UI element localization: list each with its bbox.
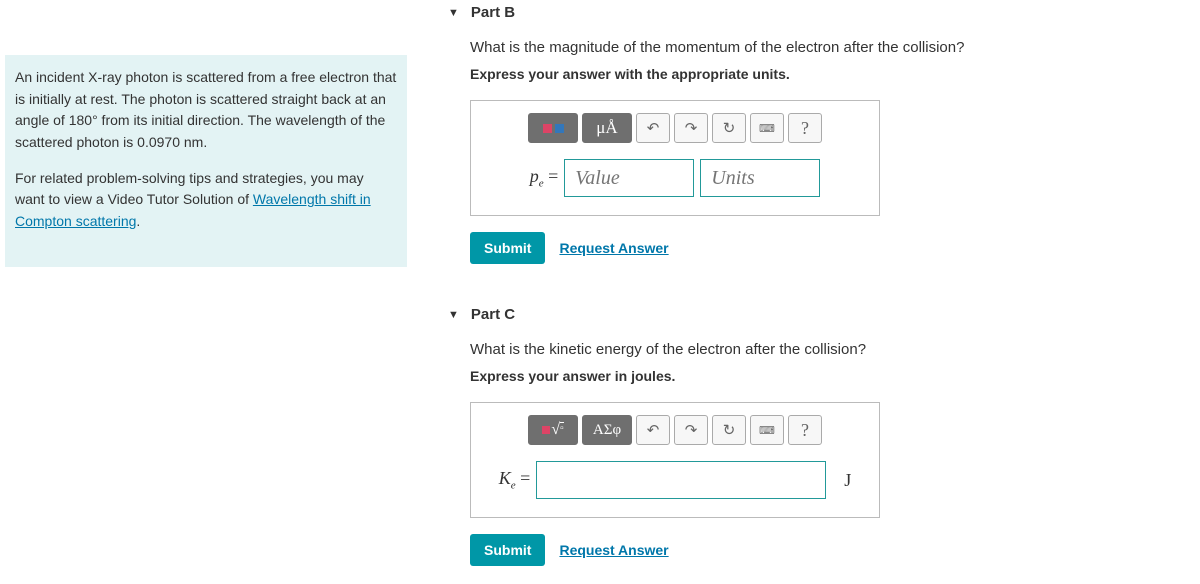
part-c-variable-label: Ke = — [499, 468, 531, 492]
redo-button[interactable]: ↷ — [674, 113, 708, 143]
units-tool-button[interactable]: μÅ — [582, 113, 632, 143]
context-paragraph-2: For related problem-solving tips and str… — [15, 168, 397, 233]
redo-icon: ↷ — [685, 119, 698, 137]
keyboard-button[interactable]: ⌨ — [750, 113, 784, 143]
math-template-button[interactable]: √▫ — [528, 415, 578, 445]
part-b-variable-label: pe = — [530, 166, 559, 190]
kinetic-energy-input[interactable] — [536, 461, 826, 499]
part-b-title: Part B — [471, 4, 515, 21]
value-input[interactable] — [564, 159, 694, 197]
part-c-instruction: Express your answer in joules. — [470, 368, 1200, 384]
units-input[interactable] — [700, 159, 820, 197]
request-answer-link[interactable]: Request Answer — [559, 542, 668, 558]
chevron-down-icon: ▼ — [448, 7, 459, 19]
redo-button[interactable]: ↷ — [674, 415, 708, 445]
submit-button[interactable]: Submit — [470, 232, 545, 264]
part-c-header[interactable]: ▼ Part C — [470, 306, 1200, 323]
template-tool-button[interactable] — [528, 113, 578, 143]
request-answer-link[interactable]: Request Answer — [559, 240, 668, 256]
help-button[interactable]: ? — [788, 415, 822, 445]
help-button[interactable]: ? — [788, 113, 822, 143]
greek-symbols-button[interactable]: ΑΣφ — [582, 415, 632, 445]
reset-icon: ↻ — [723, 119, 736, 137]
reset-button[interactable]: ↻ — [712, 113, 746, 143]
undo-button[interactable]: ↶ — [636, 415, 670, 445]
keyboard-button[interactable]: ⌨ — [750, 415, 784, 445]
redo-icon: ↷ — [685, 421, 698, 439]
part-b-header[interactable]: ▼ Part B — [470, 4, 1200, 21]
chevron-down-icon: ▼ — [448, 309, 459, 321]
part-b-question: What is the magnitude of the momentum of… — [470, 39, 1200, 56]
problem-context: An incident X-ray photon is scattered fr… — [5, 55, 407, 267]
undo-button[interactable]: ↶ — [636, 113, 670, 143]
undo-icon: ↶ — [647, 119, 660, 137]
part-c-answer-panel: √▫ ΑΣφ ↶ ↷ ↻ — [470, 402, 880, 518]
part-c-question: What is the kinetic energy of the electr… — [470, 341, 1200, 358]
reset-icon: ↻ — [723, 421, 736, 439]
part-b-instruction: Express your answer with the appropriate… — [470, 66, 1200, 82]
context-paragraph-1: An incident X-ray photon is scattered fr… — [15, 67, 397, 154]
part-b-answer-panel: μÅ ↶ ↷ ↻ ⌨ ? — [470, 100, 880, 216]
keyboard-icon: ⌨ — [759, 122, 775, 135]
templates-icon — [543, 124, 564, 133]
part-c-title: Part C — [471, 306, 515, 323]
unit-label: J — [844, 470, 851, 491]
reset-button[interactable]: ↻ — [712, 415, 746, 445]
submit-button[interactable]: Submit — [470, 534, 545, 566]
undo-icon: ↶ — [647, 421, 660, 439]
keyboard-icon: ⌨ — [759, 424, 775, 437]
math-templates-icon: √▫ — [542, 421, 563, 439]
